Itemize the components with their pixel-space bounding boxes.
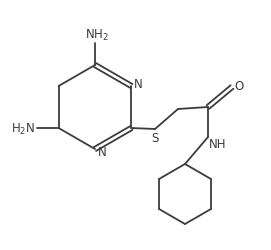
- Text: S: S: [151, 132, 159, 145]
- Text: NH: NH: [209, 138, 227, 151]
- Text: N: N: [134, 78, 143, 91]
- Text: N: N: [98, 145, 107, 158]
- Text: O: O: [234, 79, 244, 92]
- Text: H$_2$N: H$_2$N: [11, 121, 35, 136]
- Text: NH$_2$: NH$_2$: [85, 27, 109, 42]
